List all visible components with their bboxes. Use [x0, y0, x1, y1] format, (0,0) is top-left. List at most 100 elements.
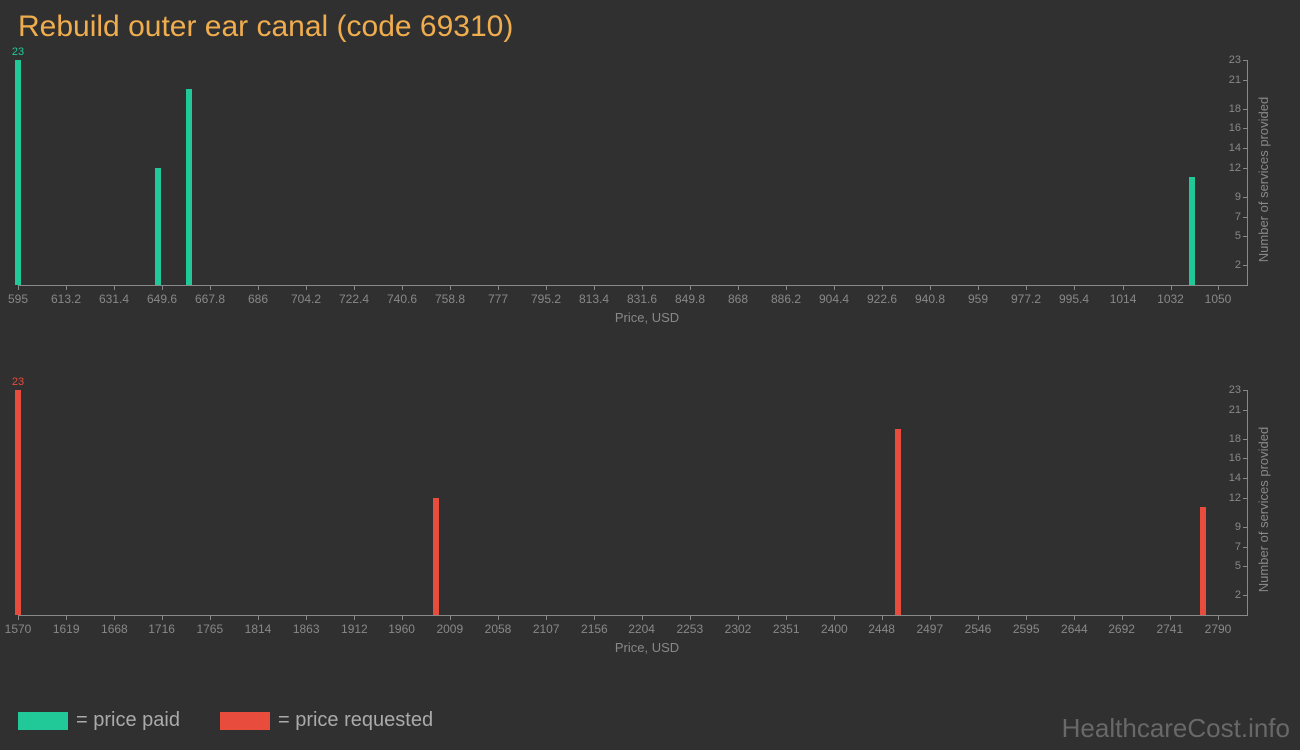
y-tick — [1243, 498, 1248, 499]
y-tick — [1243, 566, 1248, 567]
y-tick-label: 2 — [1235, 259, 1241, 271]
x-tick-label: 2741 — [1156, 622, 1183, 636]
x-tick-label: 2302 — [725, 622, 752, 636]
x-tick — [834, 615, 835, 620]
x-tick — [1218, 285, 1219, 290]
y-tick-label: 7 — [1235, 541, 1241, 553]
x-tick — [978, 615, 979, 620]
x-tick-label: 868 — [728, 292, 748, 306]
x-tick-label: 1570 — [5, 622, 32, 636]
x-tick-label: 1014 — [1110, 292, 1137, 306]
x-tick — [498, 615, 499, 620]
x-tick-label: 631.4 — [99, 292, 129, 306]
y-tick-label: 23 — [1229, 54, 1241, 66]
bar — [186, 89, 192, 285]
x-tick-label: 940.8 — [915, 292, 945, 306]
y-axis-label: Number of services provided — [1256, 97, 1271, 262]
page-title: Rebuild outer ear canal (code 69310) — [0, 0, 1300, 44]
x-tick-label: 2009 — [436, 622, 463, 636]
y-tick-label: 14 — [1229, 142, 1241, 154]
x-tick-label: 595 — [8, 292, 28, 306]
x-tick — [1123, 285, 1124, 290]
y-tick-label: 2 — [1235, 589, 1241, 601]
x-tick — [66, 285, 67, 290]
x-tick-label: 2595 — [1013, 622, 1040, 636]
y-tick-label: 16 — [1229, 122, 1241, 134]
x-tick — [1074, 285, 1075, 290]
x-tick — [354, 285, 355, 290]
x-tick-label: 2790 — [1205, 622, 1232, 636]
x-tick-label: 667.8 — [195, 292, 225, 306]
x-tick — [210, 285, 211, 290]
y-tick — [1243, 439, 1248, 440]
x-tick-label: 977.2 — [1011, 292, 1041, 306]
x-tick-label: 1814 — [245, 622, 272, 636]
y-tick — [1243, 236, 1248, 237]
x-tick-label: 777 — [488, 292, 508, 306]
x-tick — [258, 285, 259, 290]
x-tick — [690, 285, 691, 290]
y-tick-label: 5 — [1235, 560, 1241, 572]
x-tick — [834, 285, 835, 290]
x-tick — [450, 285, 451, 290]
legend-label: = price requested — [278, 709, 433, 732]
x-tick — [546, 285, 547, 290]
x-tick — [882, 615, 883, 620]
y-tick — [1243, 478, 1248, 479]
x-tick — [450, 615, 451, 620]
y-tick — [1243, 60, 1248, 61]
x-tick-label: 2204 — [628, 622, 655, 636]
legend-item-requested: = price requested — [220, 709, 433, 732]
x-tick — [114, 615, 115, 620]
x-tick-label: 886.2 — [771, 292, 801, 306]
bar: 23 — [15, 390, 21, 615]
x-tick — [1170, 615, 1171, 620]
x-tick — [1122, 615, 1123, 620]
x-tick — [930, 285, 931, 290]
x-tick-label: 686 — [248, 292, 268, 306]
x-tick — [930, 615, 931, 620]
chart-price-requested: Price, USD Number of services provided 1… — [18, 390, 1276, 667]
y-tick-label: 7 — [1235, 211, 1241, 223]
x-tick — [402, 285, 403, 290]
x-tick-label: 722.4 — [339, 292, 369, 306]
x-tick-label: 2253 — [676, 622, 703, 636]
x-tick — [1026, 285, 1027, 290]
legend-label: = price paid — [76, 709, 180, 732]
y-tick — [1243, 168, 1248, 169]
x-tick — [1171, 285, 1172, 290]
x-tick — [402, 615, 403, 620]
x-axis-line — [18, 285, 1248, 286]
legend-swatch — [18, 712, 68, 730]
x-tick-label: 1960 — [388, 622, 415, 636]
y-tick — [1243, 527, 1248, 528]
bar: 23 — [15, 60, 21, 285]
x-tick-label: 795.2 — [531, 292, 561, 306]
bar — [895, 429, 901, 615]
y-tick-label: 5 — [1235, 230, 1241, 242]
x-axis-label: Price, USD — [615, 310, 679, 325]
x-tick — [1026, 615, 1027, 620]
y-tick — [1243, 410, 1248, 411]
x-tick — [306, 285, 307, 290]
y-tick — [1243, 458, 1248, 459]
x-tick-label: 1050 — [1205, 292, 1232, 306]
x-tick-label: 2692 — [1108, 622, 1135, 636]
bar-value-label: 23 — [12, 376, 24, 388]
x-tick-label: 2156 — [581, 622, 608, 636]
y-tick — [1243, 128, 1248, 129]
x-tick — [162, 615, 163, 620]
bar — [1189, 177, 1195, 285]
x-tick — [546, 615, 547, 620]
x-tick-label: 2644 — [1061, 622, 1088, 636]
x-tick — [882, 285, 883, 290]
x-tick — [642, 615, 643, 620]
y-tick-label: 9 — [1235, 191, 1241, 203]
x-tick — [162, 285, 163, 290]
bar — [155, 168, 161, 285]
x-tick — [1074, 615, 1075, 620]
x-tick — [690, 615, 691, 620]
x-axis-line — [18, 615, 1248, 616]
x-tick — [786, 615, 787, 620]
y-tick-label: 12 — [1229, 492, 1241, 504]
